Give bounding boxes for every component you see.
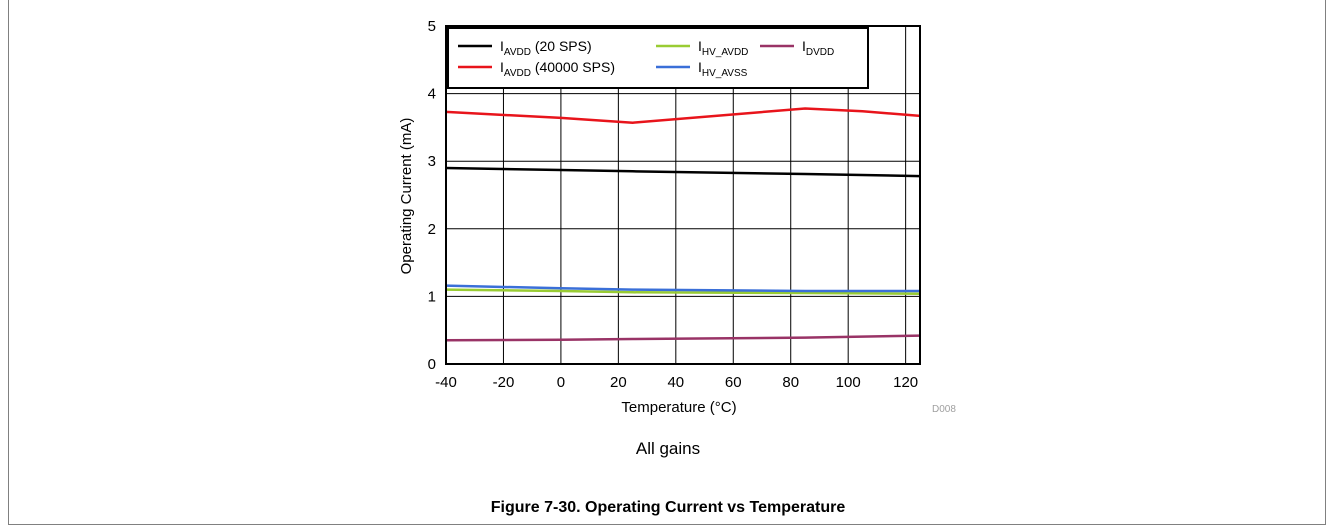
x-tick-label: 60 (725, 374, 742, 391)
legend-entry: IHV_AVSS (698, 59, 748, 79)
x-tick-label: 120 (893, 374, 918, 391)
series-line (445, 288, 921, 295)
x-tick-label: -20 (493, 374, 515, 391)
y-tick-label: 5 (428, 18, 436, 35)
y-tick-label: 3 (428, 153, 436, 170)
legend-entry: IAVDD (20 SPS) (500, 38, 592, 58)
x-axis-label: Temperature (°C) (621, 399, 736, 416)
plot-border (445, 25, 921, 365)
x-tick-label: 100 (836, 374, 861, 391)
y-tick-label: 1 (428, 288, 436, 305)
series-line (445, 284, 920, 293)
x-tick-label: 80 (782, 374, 799, 391)
series-line (445, 334, 921, 342)
y-axis-label: Operating Current (mA) (398, 118, 415, 275)
x-tick-label: 0 (557, 374, 565, 391)
legend-entry: IHV_AVDD (698, 38, 748, 58)
chart: -40 -20 0 20 40 60 80 100 120 0 1 2 3 4 5 IAVDD (20 S… (398, 18, 956, 416)
x-tick-label: 20 (610, 374, 627, 391)
figure-id-label: D008 (932, 404, 956, 415)
x-tick-label: -40 (435, 374, 457, 391)
series-line (445, 107, 921, 124)
chart-note: All gains (635, 439, 701, 458)
legend-box (447, 27, 869, 89)
x-tick-labels: -40 -20 0 20 40 60 80 100 120 (435, 374, 918, 391)
y-tick-label: 4 (428, 86, 436, 103)
y-tick-label: 0 (428, 356, 436, 373)
x-tick-label: 40 (667, 374, 684, 391)
legend-entry: IDVDD (802, 38, 834, 58)
legend-entry: IAVDD (40000 SPS) (500, 59, 615, 79)
legend: IAVDD (20 SPS)IAVDD (40000 SPS)IHV_AVDDI… (447, 27, 869, 89)
figure-title: Figure 7-30. Operating Current vs Temper… (490, 499, 846, 516)
figure-frame (8, 0, 1326, 525)
y-tick-labels: 0 1 2 3 4 5 (428, 18, 436, 373)
series-line (445, 166, 921, 178)
y-tick-label: 2 (428, 221, 436, 238)
series-layer (445, 107, 921, 342)
